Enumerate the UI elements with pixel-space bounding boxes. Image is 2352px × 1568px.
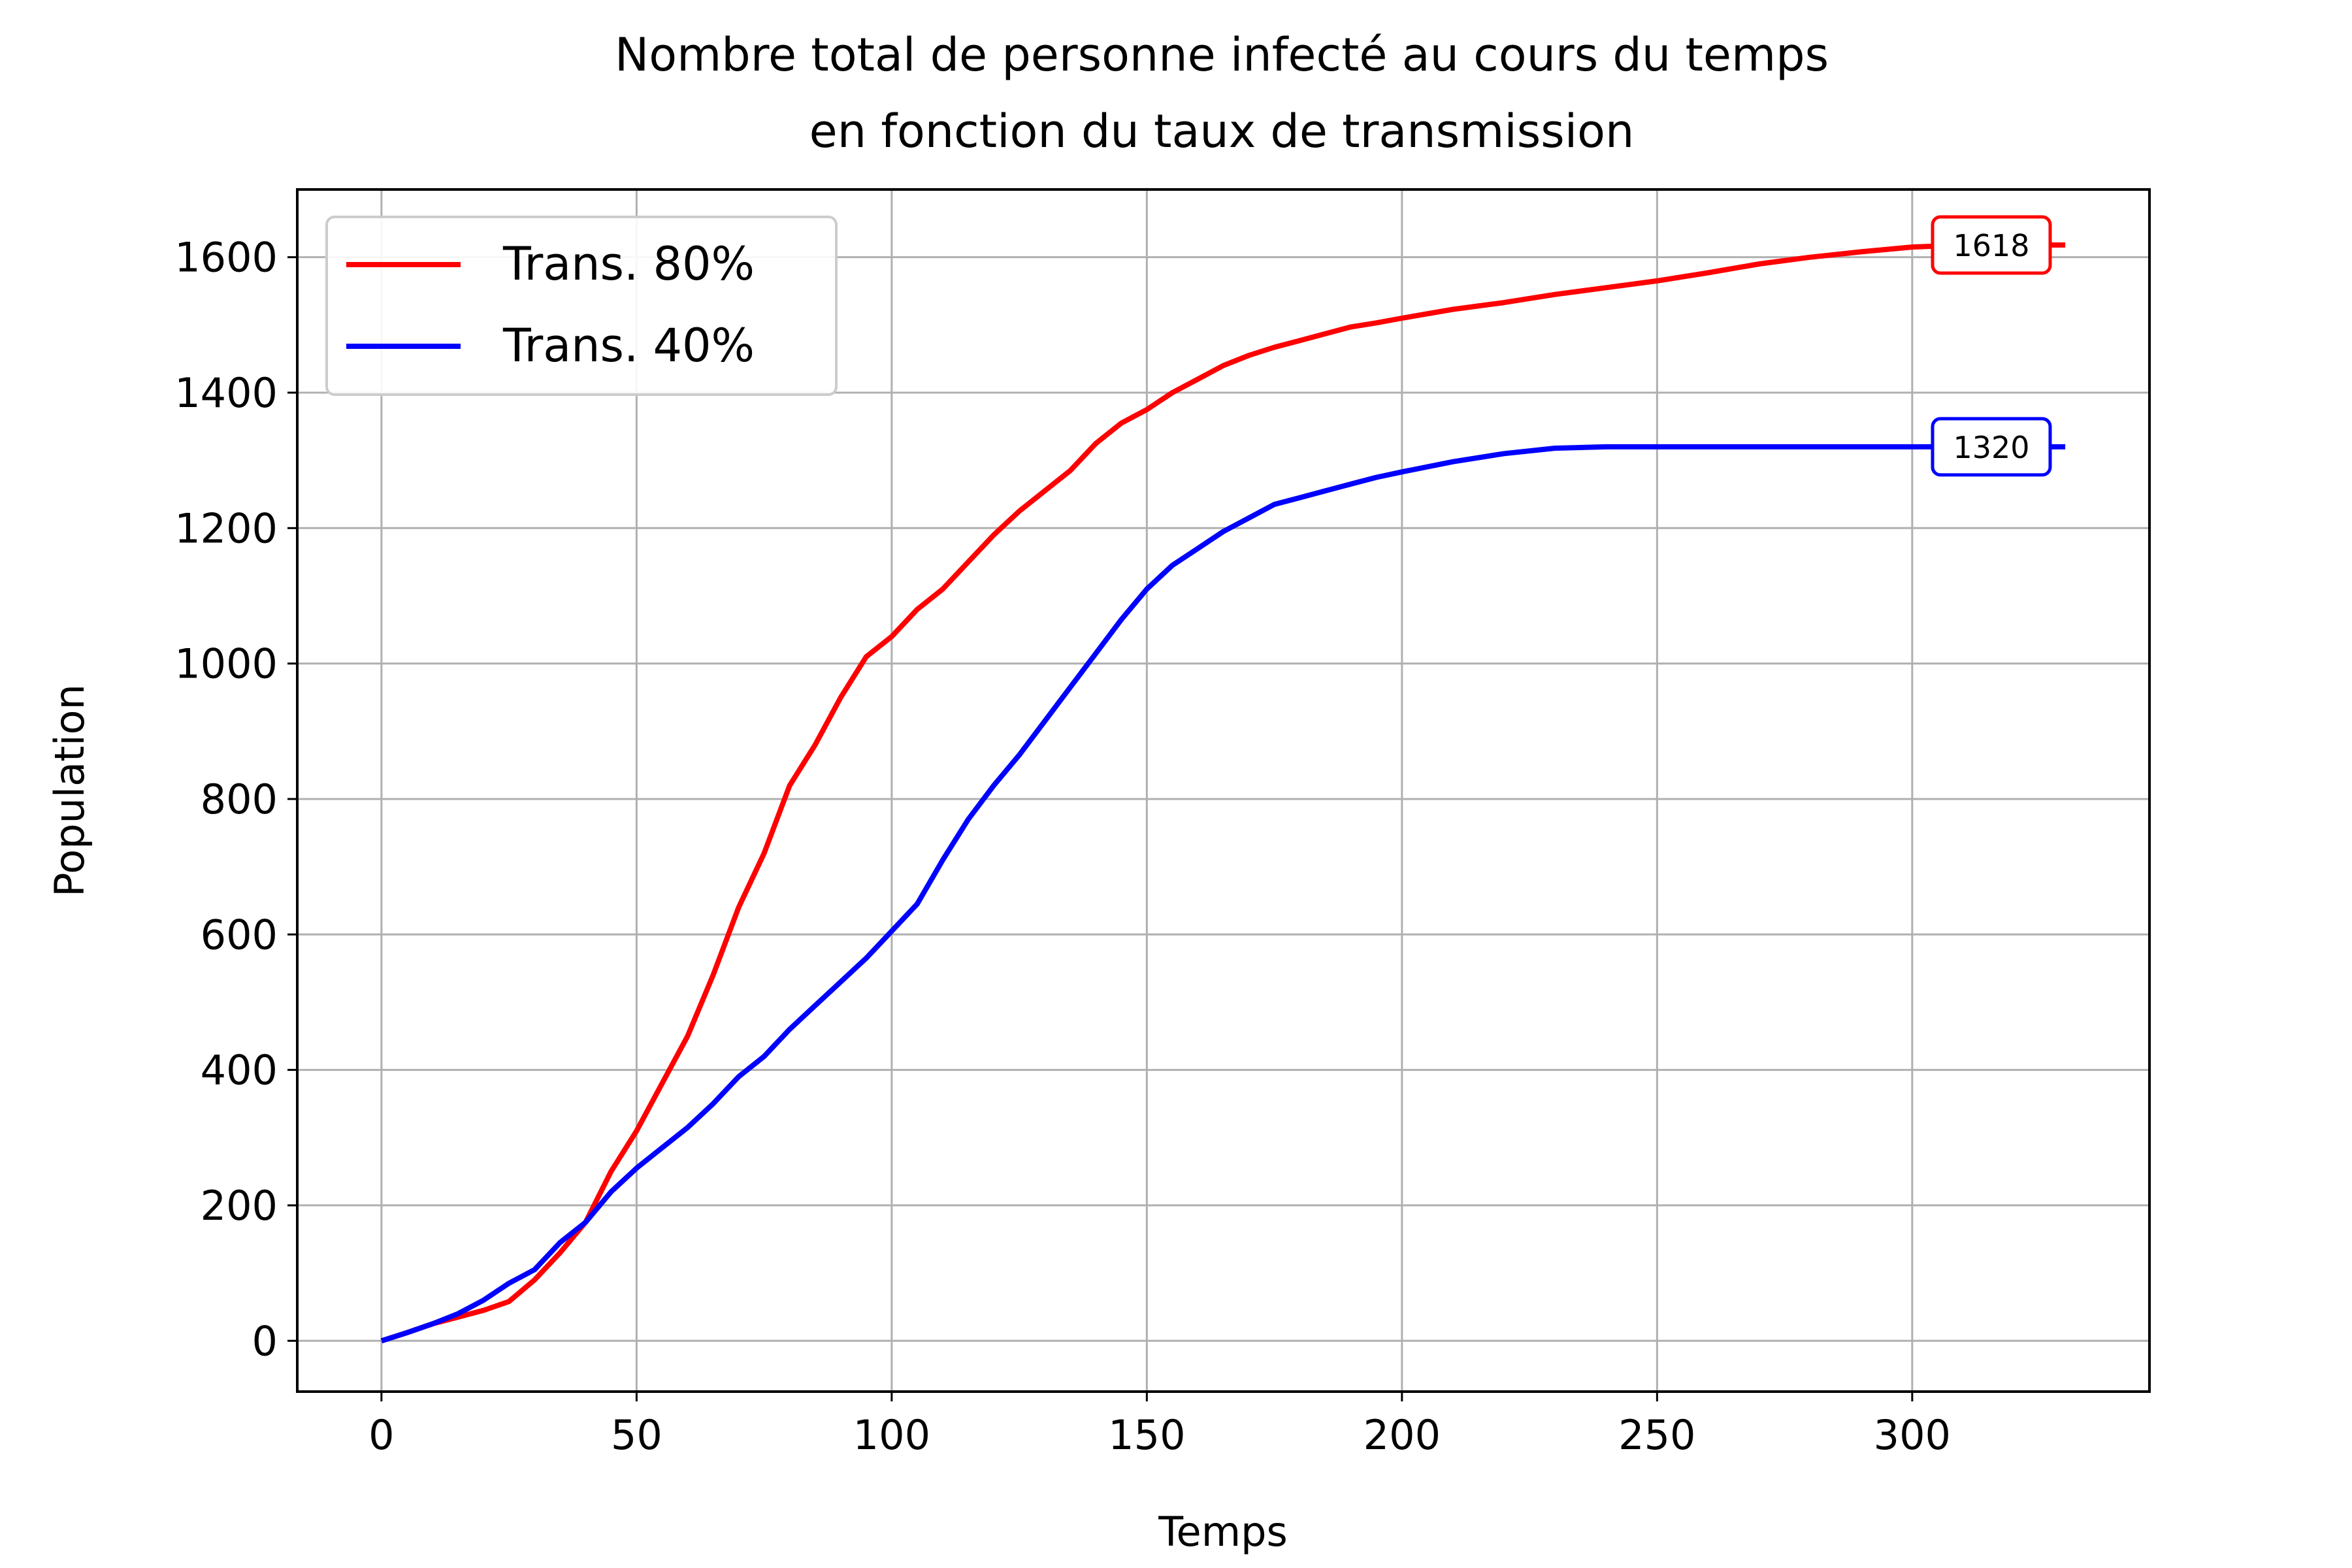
legend-box bbox=[325, 216, 838, 396]
x-tick-label: 250 bbox=[1618, 1411, 1695, 1459]
x-tick-label: 150 bbox=[1108, 1411, 1185, 1459]
axis-ticks: 0 50 100 150 200 250 300 0 200 400 600 800 1000 1200 1… bbox=[174, 234, 1951, 1459]
end-label-box bbox=[1931, 215, 2052, 275]
series-line-0 bbox=[380, 242, 2066, 1344]
y-tick-label: 1200 bbox=[174, 504, 278, 552]
x-tick-label: 200 bbox=[1364, 1411, 1441, 1459]
end-label-1: 1320 bbox=[1931, 417, 2052, 477]
y-tick-label: 400 bbox=[201, 1047, 278, 1094]
x-axis-label: Temps bbox=[1158, 1508, 1288, 1556]
end-label-text: 1618 bbox=[1953, 228, 2029, 263]
y-axis-label: Population bbox=[46, 684, 93, 897]
end-label-text: 1320 bbox=[1953, 430, 2029, 465]
legend-label-trans-80: Trans. 80% bbox=[502, 237, 755, 291]
end-label-box bbox=[1931, 417, 2052, 477]
chart-title-line-1: Nombre total de personne infecté au cour… bbox=[615, 28, 1829, 82]
end-label-0: 1618 bbox=[1931, 215, 2052, 275]
y-tick-label: 800 bbox=[201, 776, 278, 823]
y-tick-label: 0 bbox=[252, 1317, 278, 1365]
x-tick-label: 0 bbox=[368, 1411, 394, 1459]
y-tick-label: 600 bbox=[201, 911, 278, 958]
grid bbox=[297, 189, 2149, 1392]
y-tick-label: 200 bbox=[201, 1182, 278, 1230]
y-tick-label: 1000 bbox=[174, 640, 278, 688]
plot-frame bbox=[296, 188, 2151, 1393]
x-tick-label: 100 bbox=[853, 1411, 930, 1459]
legend-label-trans-40: Trans. 40% bbox=[502, 319, 755, 372]
x-tick-label: 300 bbox=[1874, 1411, 1951, 1459]
chart-title-line-2: en fonction du taux de transmission bbox=[809, 105, 1635, 158]
x-tick-label: 50 bbox=[611, 1411, 662, 1459]
end-labels: 1618 1320 bbox=[1931, 215, 2052, 477]
series-lines bbox=[380, 242, 2066, 1344]
legend: Trans. 80% Trans. 40% bbox=[325, 216, 838, 396]
y-tick-label: 1600 bbox=[174, 234, 278, 282]
series-line-1 bbox=[380, 444, 2066, 1344]
y-tick-label: 1400 bbox=[174, 369, 278, 417]
